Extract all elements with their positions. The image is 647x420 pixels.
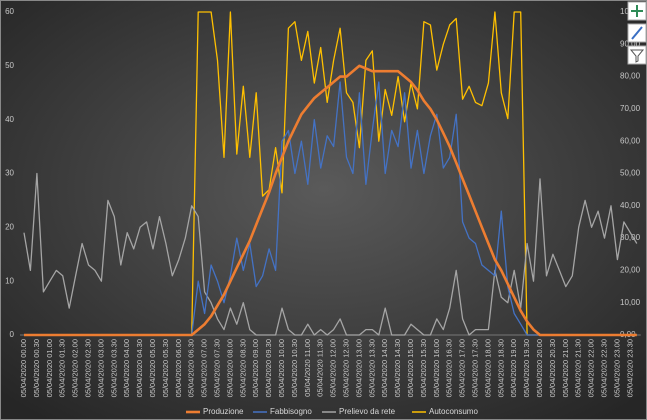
y-tick-label: 0 — [10, 330, 15, 339]
x-tick-label: 05/04/2020 00.30 — [32, 339, 41, 397]
x-tick-label: 05/04/2020 16.30 — [445, 339, 454, 397]
chart-tools[interactable] — [627, 1, 647, 65]
x-tick-label: 05/04/2020 21.00 — [561, 339, 570, 397]
legend-label: Fabbisogno — [270, 407, 312, 416]
x-tick-label: 05/04/2020 00.00 — [19, 339, 28, 397]
y2-tick-label: 30,00 — [620, 233, 641, 242]
x-tick-label: 05/04/2020 15.30 — [419, 339, 428, 397]
x-tick-label: 05/04/2020 14.30 — [393, 339, 402, 397]
x-tick-label: 05/04/2020 08.00 — [225, 339, 234, 397]
x-tick-label: 05/04/2020 10.30 — [290, 339, 299, 397]
x-tick-label: 05/04/2020 15.00 — [406, 339, 415, 397]
x-tick-label: 05/04/2020 14.00 — [380, 339, 389, 397]
x-tick-label: 05/04/2020 07.00 — [200, 339, 209, 397]
y2-tick-label: 50,00 — [620, 169, 641, 178]
legend-label: Produzione — [203, 407, 244, 416]
x-tick-label: 05/04/2020 22.00 — [587, 339, 596, 397]
x-tick-label: 05/04/2020 02.30 — [83, 339, 92, 397]
legend-label: Autoconsumo — [429, 407, 478, 416]
x-tick-label: 05/04/2020 20.00 — [535, 339, 544, 397]
x-tick-label: 05/04/2020 10.00 — [277, 339, 286, 397]
series-line — [24, 64, 637, 337]
x-tick-label: 05/04/2020 22.30 — [599, 339, 608, 397]
x-tick-label: 05/04/2020 12.30 — [341, 339, 350, 397]
filter-icon — [629, 49, 645, 63]
y-tick-label: 60 — [5, 7, 14, 16]
y2-tick-label: 10,00 — [620, 298, 641, 307]
x-tick-label: 05/04/2020 11.00 — [303, 339, 312, 397]
y2-tick-label: 60,00 — [620, 136, 641, 145]
x-tick-label: 05/04/2020 19.30 — [522, 339, 531, 397]
x-tick-label: 05/04/2020 17.30 — [470, 339, 479, 397]
y2-tick-label: 70,00 — [620, 104, 641, 113]
x-tick-label: 05/04/2020 02.00 — [71, 339, 80, 397]
y-tick-label: 50 — [5, 61, 14, 70]
legend-label: Prelievo da rete — [339, 407, 396, 416]
y-tick-label: 40 — [5, 115, 14, 124]
series-line — [23, 172, 638, 336]
x-tick-label: 05/04/2020 13.30 — [367, 339, 376, 397]
y2-tick-label: 80,00 — [620, 72, 641, 81]
x-tick-label: 05/04/2020 06.30 — [187, 339, 196, 397]
x-tick-label: 05/04/2020 11.30 — [316, 339, 325, 397]
x-tick-label: 05/04/2020 18.30 — [496, 339, 505, 397]
x-tick-label: 05/04/2020 01.00 — [45, 339, 54, 397]
x-tick-label: 05/04/2020 03.00 — [96, 339, 105, 397]
y2-tick-label: 90,00 — [620, 39, 641, 48]
x-tick-label: 05/04/2020 13.00 — [354, 339, 363, 397]
x-tick-label: 05/04/2020 03.30 — [109, 339, 118, 397]
y-tick-label: 30 — [5, 169, 14, 178]
y2-tick-label: 40,00 — [620, 201, 641, 210]
y-tick-label: 10 — [5, 276, 14, 285]
y2-tick-label: 20,00 — [620, 266, 641, 275]
plus-icon — [631, 5, 643, 17]
x-tick-label: 05/04/2020 08.30 — [238, 339, 247, 397]
x-tick-label: 05/04/2020 12.00 — [329, 339, 338, 397]
x-tick-label: 05/04/2020 17.00 — [458, 339, 467, 397]
x-tick-label: 05/04/2020 04.00 — [122, 339, 131, 397]
x-tick-label: 05/04/2020 01.30 — [58, 339, 67, 397]
x-tick-label: 05/04/2020 07.30 — [212, 339, 221, 397]
x-tick-label: 05/04/2020 23.30 — [625, 339, 634, 397]
x-tick-label: 05/04/2020 19.00 — [509, 339, 518, 397]
x-tick-label: 05/04/2020 18.00 — [483, 339, 492, 397]
x-tick-label: 05/04/2020 16.00 — [432, 339, 441, 397]
x-tick-label: 05/04/2020 20.30 — [548, 339, 557, 397]
x-tick-label: 05/04/2020 09.00 — [251, 339, 260, 397]
y-tick-label: 20 — [5, 222, 14, 231]
x-tick-label: 05/04/2020 09.30 — [264, 339, 273, 397]
x-tick-label: 05/04/2020 21.30 — [574, 339, 583, 397]
brush-icon — [631, 26, 643, 40]
x-tick-label: 05/04/2020 06.00 — [174, 339, 183, 397]
x-tick-label: 05/04/2020 23.00 — [612, 339, 621, 397]
x-tick-label: 05/04/2020 04.30 — [135, 339, 144, 397]
x-tick-label: 05/04/2020 05.30 — [161, 339, 170, 397]
x-tick-label: 05/04/2020 05.00 — [148, 339, 157, 397]
